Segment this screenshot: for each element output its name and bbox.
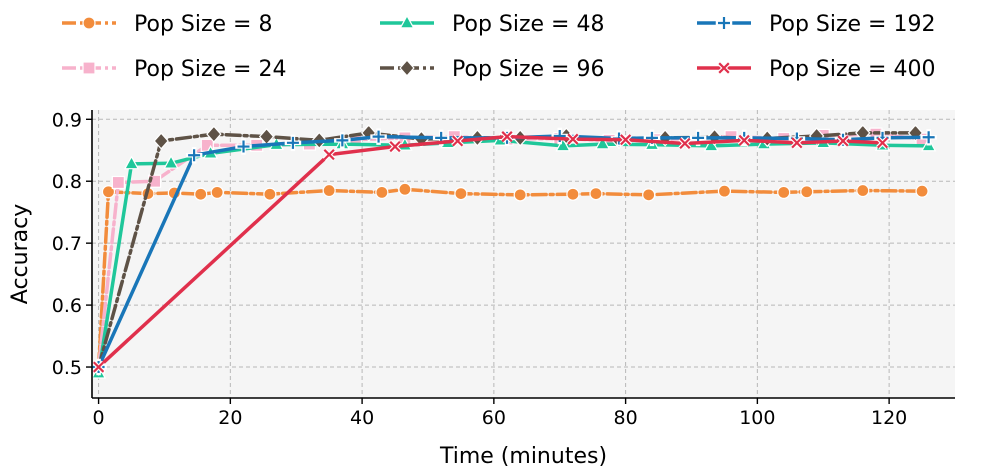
legend-item-0: Pop Size = 8 <box>62 12 272 37</box>
series-1-point-1 <box>111 175 125 190</box>
series-line-5 <box>96 134 885 369</box>
y-tick-label-0: 0.5 <box>52 357 82 379</box>
legend: Pop Size = 8 Pop Size = 24 Pop Size = 48 Po… <box>62 12 935 82</box>
x-axis-label: Time (minutes) <box>439 444 607 469</box>
x-tick-label-2: 40 <box>350 407 374 429</box>
series-5-point-8 <box>737 133 751 147</box>
series-0-point-1 <box>101 185 116 199</box>
series-0-point-13 <box>589 187 603 201</box>
series-0-point-6 <box>263 187 277 201</box>
series-4-point-4 <box>334 132 351 149</box>
tick-labels: 0 20 40 60 80 100 120 0.5 0.6 0.7 0.8 0.9 <box>52 109 907 429</box>
axes <box>91 110 955 399</box>
legend-item-5: Pop Size = 400 <box>697 57 935 82</box>
series-5-point-3 <box>451 134 465 148</box>
legend-marker-3 <box>399 59 415 77</box>
series-0-point-19 <box>915 184 929 198</box>
x-tick-label-6: 120 <box>871 407 907 429</box>
series-0-point-14 <box>642 188 656 202</box>
series-3-point-2 <box>206 125 222 143</box>
series-5-point-2 <box>388 140 402 153</box>
series-5 <box>92 130 889 374</box>
series-0-point-4 <box>194 187 208 201</box>
series-5-point-10 <box>836 134 850 148</box>
series-5-point-4 <box>500 130 514 144</box>
legend-label-3: Pop Size = 96 <box>452 57 604 82</box>
series-5-point-5 <box>566 132 580 146</box>
series-0-point-9 <box>398 182 412 196</box>
series-0-point-5 <box>210 185 224 199</box>
series-group <box>90 124 937 379</box>
series-2-point-2 <box>163 154 179 169</box>
series-5-point-1 <box>322 148 336 161</box>
series-4-point-1 <box>185 146 203 164</box>
x-tick-label-5: 100 <box>739 407 775 429</box>
legend-label-1: Pop Size = 24 <box>134 57 286 82</box>
series-0-point-12 <box>566 187 580 201</box>
series-0-point-18 <box>856 183 870 198</box>
series-2-point-1 <box>123 155 140 170</box>
series-3-point-1 <box>153 132 169 150</box>
legend-label-4: Pop Size = 192 <box>769 12 935 37</box>
legend-label-2: Pop Size = 48 <box>452 12 604 37</box>
series-2-point-9 <box>555 137 571 152</box>
series-5-point-6 <box>619 133 633 147</box>
legend-label-5: Pop Size = 400 <box>769 57 935 82</box>
y-tick-label-4: 0.9 <box>52 109 82 131</box>
legend-marker-0 <box>82 16 96 30</box>
x-tick-label-3: 60 <box>482 407 506 429</box>
y-tick-label-1: 0.6 <box>52 295 82 317</box>
series-5-point-9 <box>790 136 804 150</box>
legend-label-0: Pop Size = 8 <box>134 12 272 37</box>
legend-marker-5 <box>717 61 731 75</box>
series-2-point-10 <box>594 135 611 150</box>
x-tick-label-1: 20 <box>218 407 242 429</box>
legend-item-2: Pop Size = 48 <box>380 12 604 37</box>
legend-marker-1 <box>82 61 96 75</box>
plot-area <box>92 110 955 398</box>
series-5-point-11 <box>876 136 889 150</box>
legend-item-4: Pop Size = 192 <box>697 12 935 37</box>
series-5-point-0 <box>92 360 105 374</box>
series-0-point-7 <box>322 183 336 198</box>
series-0-point-10 <box>454 187 468 201</box>
series-0-point-16 <box>777 185 791 199</box>
y-tick-label-2: 0.7 <box>52 233 82 255</box>
series-4-point-16 <box>920 129 937 146</box>
series-0-point-17 <box>800 185 814 199</box>
series-4-point-2 <box>235 138 252 155</box>
legend-marker-4 <box>715 14 733 32</box>
series-0-point-11 <box>513 188 527 202</box>
y-axis-label: Accuracy <box>8 204 33 304</box>
y-tick-label-3: 0.8 <box>52 171 82 193</box>
legend-marker-2 <box>399 14 415 29</box>
legend-item-1: Pop Size = 24 <box>62 57 286 82</box>
series-4-point-3 <box>284 134 302 152</box>
grid <box>92 110 955 398</box>
series-0-point-15 <box>717 184 732 198</box>
x-tick-label-4: 80 <box>614 407 638 429</box>
series-4-point-5 <box>370 128 387 145</box>
series-5-point-7 <box>678 137 692 150</box>
series-0-point-8 <box>375 185 389 199</box>
legend-item-3: Pop Size = 96 <box>380 57 604 82</box>
x-tick-label-0: 0 <box>93 407 105 429</box>
